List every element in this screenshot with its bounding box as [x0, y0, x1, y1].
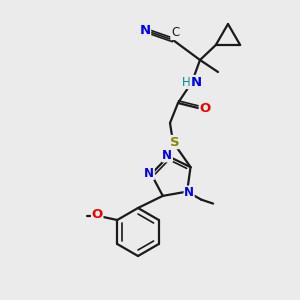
Text: N: N — [144, 167, 154, 180]
Text: C: C — [171, 26, 179, 40]
Text: N: N — [162, 149, 172, 162]
Text: O: O — [200, 101, 211, 115]
Text: N: N — [184, 186, 194, 199]
Text: H: H — [182, 76, 190, 88]
Text: O: O — [92, 208, 103, 221]
Text: N: N — [140, 25, 151, 38]
Text: S: S — [170, 136, 180, 148]
Text: N: N — [190, 76, 202, 88]
